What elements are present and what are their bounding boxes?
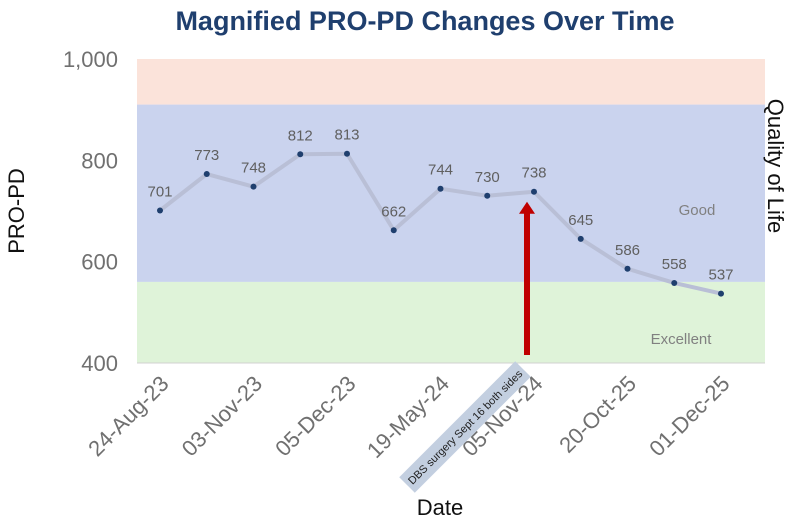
data-point [390,227,397,234]
data-label: 812 [288,127,313,144]
data-point [718,290,724,297]
data-label: 748 [241,160,266,177]
data-label: 586 [615,242,640,259]
x-tick-label: 01-Dec-25 [644,371,734,461]
data-label: 662 [381,203,406,220]
data-point [250,183,257,190]
y-tick-label: 400 [81,351,118,376]
band-excellent [137,281,765,363]
data-label: 813 [334,127,359,144]
x-axis-label: Date [417,495,463,520]
y2-axis-label: Quality of Life [763,99,788,234]
data-label: 738 [521,165,546,182]
data-label: 537 [708,267,733,284]
x-tick-label: 03-Nov-23 [177,371,267,461]
data-point [484,192,491,199]
data-point [671,279,678,286]
data-label: 701 [147,183,172,200]
data-label: 773 [194,147,219,164]
y-tick-label: 1,000 [63,47,118,72]
x-tick-label: 24-Aug-23 [83,371,173,461]
data-label: 558 [662,256,687,273]
band-label-excellent: Excellent [651,331,713,348]
arrow-head-icon [519,201,535,214]
band-label-good: Good [679,202,716,219]
data-point [624,265,631,272]
data-label: 730 [475,169,500,186]
y-axis-label: PRO-PD [4,168,29,254]
x-tick-label: 20-Oct-25 [554,371,641,458]
data-point [531,188,537,195]
data-point [437,185,444,192]
y-tick-label: 600 [81,250,118,275]
data-point [297,151,304,158]
data-label: 645 [568,212,593,229]
data-point [577,235,584,242]
data-label: 744 [428,162,453,179]
band-good [137,104,765,282]
y-tick-label: 800 [81,148,118,173]
data-point [157,207,163,214]
data-point [344,150,350,157]
x-tick-label: 05-Dec-23 [270,371,360,461]
chart-title: Magnified PRO-PD Changes Over Time [175,6,674,36]
annotation-box: DBS surgery Sept 16 both sides [399,361,531,493]
band-top [137,59,765,105]
data-point [203,171,210,178]
